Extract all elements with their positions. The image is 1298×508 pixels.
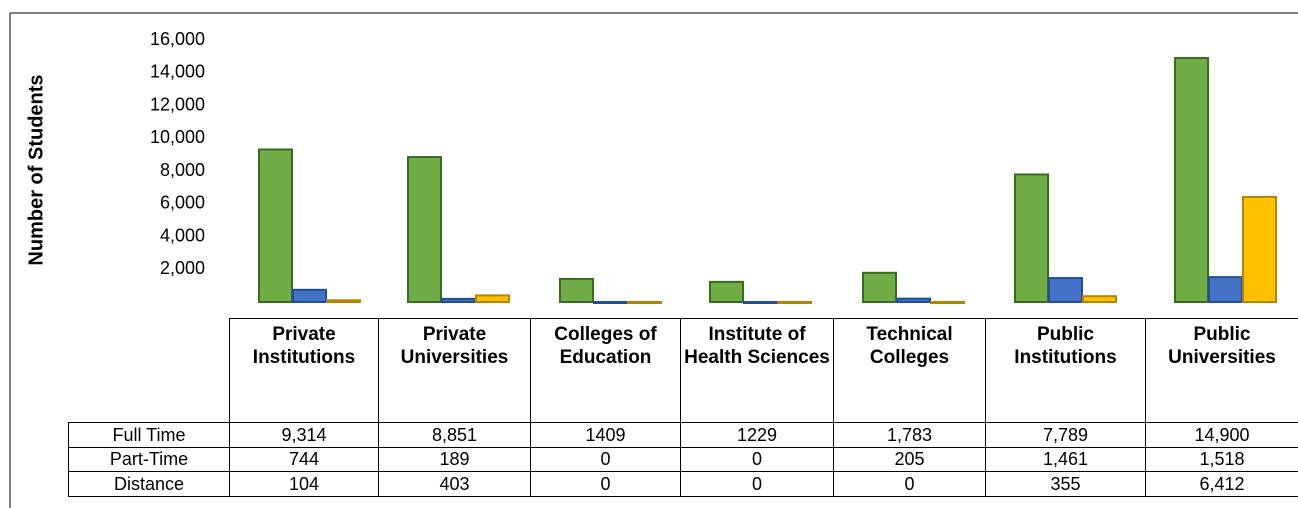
table-value-text: 9,314 <box>281 424 327 445</box>
y-tick-label: 2,000 <box>160 258 205 278</box>
table-value: 1,461 <box>985 447 1146 472</box>
table-value: 1409 <box>530 422 681 448</box>
bar <box>1242 196 1277 303</box>
bar <box>258 148 293 303</box>
table-value-text: 1,518 <box>1199 449 1245 469</box>
category-header-text: Private Universities <box>400 324 509 368</box>
table-value: 0 <box>680 471 834 497</box>
row-label: Part-Time <box>68 447 230 472</box>
bar <box>627 301 662 304</box>
y-tick-label: 10,000 <box>150 127 205 147</box>
table-value-text: 14,900 <box>1194 424 1250 445</box>
table-value-text: 0 <box>600 473 611 494</box>
bar <box>1174 57 1209 304</box>
bar <box>326 299 361 303</box>
table-value: 1,518 <box>1145 447 1298 472</box>
y-tick-label: 14,000 <box>150 62 205 82</box>
bar <box>441 297 476 303</box>
row-label-text: Distance <box>113 473 185 494</box>
table-value-text: 6,412 <box>1199 473 1245 494</box>
table-value: 0 <box>530 447 681 472</box>
table-value-text: 0 <box>904 473 915 494</box>
bar <box>777 301 812 304</box>
bar <box>1014 173 1049 303</box>
table-value: 355 <box>985 471 1146 497</box>
bar <box>475 294 510 304</box>
table-value: 8,851 <box>378 422 531 448</box>
table-value-text: 0 <box>600 449 611 469</box>
category-header-text: Institute of Health Sciences <box>684 324 830 368</box>
category-header: Institute of Health Sciences <box>680 318 834 423</box>
category-header: Public Institutions <box>985 318 1146 423</box>
table-value-text: 104 <box>288 473 320 494</box>
table-value: 189 <box>378 447 531 472</box>
table-value: 7,789 <box>985 422 1146 448</box>
table-value-text: 1409 <box>585 424 626 445</box>
bar <box>709 280 744 303</box>
table-value-text: 355 <box>1050 473 1081 494</box>
row-label: Distance <box>68 471 230 497</box>
table-value-text: 205 <box>894 449 925 469</box>
bar <box>407 156 442 303</box>
table-value-text: 1,783 <box>886 424 933 445</box>
table-value: 1,783 <box>833 422 986 448</box>
y-tick-label: 16,000 <box>150 29 205 49</box>
y-tick-label: 8,000 <box>160 160 205 180</box>
bar <box>559 277 594 303</box>
table-value-text: 0 <box>751 449 762 469</box>
table-value: 104 <box>229 471 379 497</box>
y-tick-label: 12,000 <box>150 94 205 114</box>
bar <box>1048 277 1083 303</box>
table-value-text: 7,789 <box>1042 424 1089 445</box>
y-tick-label: 4,000 <box>160 225 205 245</box>
table-value: 403 <box>378 471 531 497</box>
category-header-text: Public Institutions <box>1014 324 1117 368</box>
category-header-text: Private Institutions <box>252 324 356 368</box>
bar <box>292 288 327 303</box>
table-value-text: 1229 <box>736 424 778 445</box>
category-header: Technical Colleges <box>833 318 986 423</box>
bar <box>743 301 778 304</box>
y-axis-label: Number of Students <box>25 74 47 265</box>
table-value: 9,314 <box>229 422 379 448</box>
bar <box>1082 295 1117 304</box>
table-value: 1229 <box>680 422 834 448</box>
category-header-text: Public Universities <box>1168 324 1276 368</box>
table-value: 0 <box>530 471 681 497</box>
bar <box>1208 276 1243 304</box>
table-value: 0 <box>680 447 834 472</box>
table-value: 744 <box>229 447 379 472</box>
table-value-text: 744 <box>288 449 320 469</box>
category-header: Colleges of Education <box>530 318 681 423</box>
category-header: Private Universities <box>378 318 531 423</box>
row-label: Full Time <box>68 422 230 448</box>
table-value-text: 0 <box>751 473 762 494</box>
category-header-text: Colleges of Education <box>554 324 657 368</box>
bar <box>930 301 965 304</box>
category-header-text: Technical Colleges <box>866 324 953 368</box>
table-value: 14,900 <box>1145 422 1298 448</box>
row-label-text: Full Time <box>112 424 186 445</box>
bar <box>593 301 628 304</box>
table-value: 0 <box>833 471 986 497</box>
row-label-text: Part-Time <box>109 449 189 469</box>
table-value: 6,412 <box>1145 471 1298 497</box>
table-value-text: 8,851 <box>431 424 478 445</box>
bar <box>896 297 931 304</box>
y-tick-label: 6,000 <box>160 193 205 213</box>
table-value: 205 <box>833 447 986 472</box>
table-value-text: 403 <box>439 473 470 494</box>
table-value-text: 189 <box>439 449 470 469</box>
bar <box>862 271 897 303</box>
category-header: Private Institutions <box>229 318 379 423</box>
category-header: Public Universities <box>1145 318 1298 423</box>
table-value-text: 1,461 <box>1042 449 1089 469</box>
